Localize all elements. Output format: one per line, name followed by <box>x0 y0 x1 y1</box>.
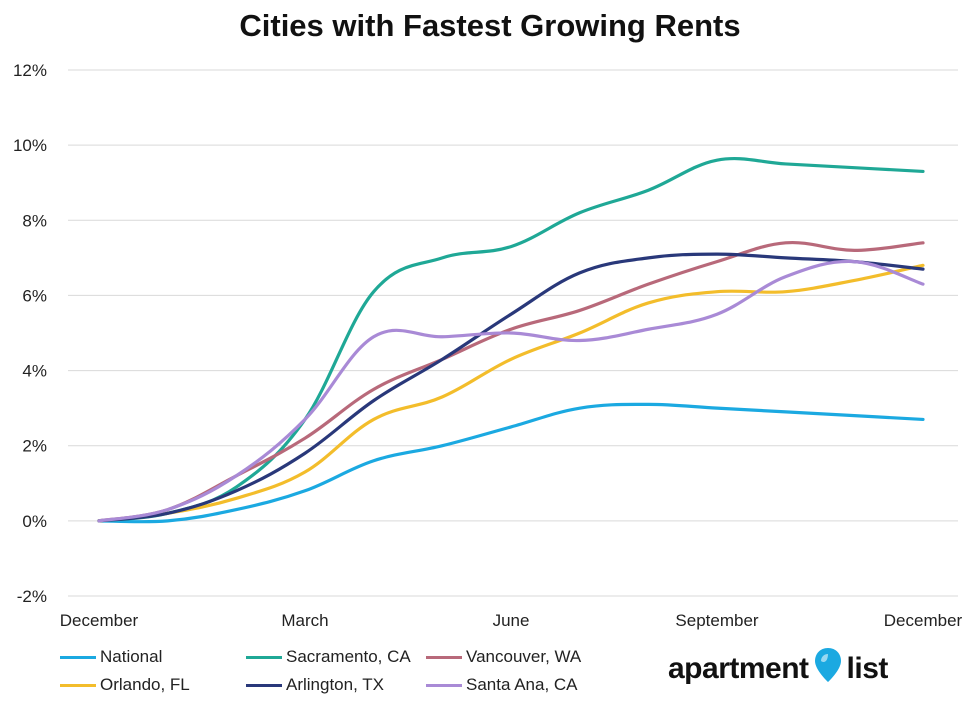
legend-swatch <box>246 683 282 687</box>
legend-item: National <box>60 646 162 668</box>
logo-text-apartment: apartment <box>668 652 809 685</box>
y-tick-label: -2% <box>17 587 47 606</box>
series-line-sacramento-ca <box>97 156 925 523</box>
y-tick-label: 6% <box>22 286 47 305</box>
x-tick-label: June <box>493 611 530 630</box>
x-axis-tick-labels: December March June September December <box>60 611 963 630</box>
y-tick-label: 8% <box>22 211 47 230</box>
x-tick-label: December <box>60 611 139 630</box>
y-tick-label: 4% <box>22 362 47 381</box>
legend-swatch <box>426 655 462 659</box>
legend-swatch <box>426 683 462 687</box>
legend-label: National <box>100 647 163 666</box>
series-line-santa-ana-ca <box>97 259 925 523</box>
legend-item: Sacramento, CA <box>246 646 411 668</box>
y-tick-label: 0% <box>22 512 47 531</box>
y-tick-label: 10% <box>13 136 47 155</box>
legend-item: Orlando, FL <box>60 674 190 696</box>
line-chart: -2% 0% 2% 4% 6% 8% 10% 12% December March June Sep… <box>13 61 963 630</box>
series-line-vancouver-wa <box>97 240 925 523</box>
legend-swatch <box>60 683 96 687</box>
legend: National Sacramento, CA Vancouver, WA Orlan… <box>60 646 630 702</box>
legend-swatch <box>246 655 282 659</box>
legend-label: Santa Ana, CA <box>466 675 578 694</box>
x-tick-label: March <box>281 611 328 630</box>
apartment-list-logo: apartment list <box>668 646 888 692</box>
series-line-national <box>97 402 925 524</box>
x-tick-label: September <box>675 611 758 630</box>
legend-item: Vancouver, WA <box>426 646 581 668</box>
legend-swatch <box>60 655 96 659</box>
legend-label: Vancouver, WA <box>466 647 582 666</box>
legend-item: Arlington, TX <box>246 674 384 696</box>
y-tick-label: 12% <box>13 61 47 80</box>
chart-title: Cities with Fastest Growing Rents <box>239 8 741 43</box>
y-axis-tick-labels: -2% 0% 2% 4% 6% 8% 10% 12% <box>13 61 47 606</box>
legend-label: Sacramento, CA <box>286 647 411 666</box>
series-line-arlington-tx <box>97 252 925 523</box>
legend-label: Orlando, FL <box>100 675 190 694</box>
legend-item: Santa Ana, CA <box>426 674 578 696</box>
series-line-orlando-fl <box>97 263 925 523</box>
x-tick-label: December <box>884 611 963 630</box>
y-tick-label: 2% <box>22 437 47 456</box>
map-pin-icon <box>813 646 843 692</box>
legend-label: Arlington, TX <box>286 675 384 694</box>
grid-lines <box>68 69 958 597</box>
logo-text-list: list <box>846 652 889 685</box>
series-lines <box>97 156 925 524</box>
